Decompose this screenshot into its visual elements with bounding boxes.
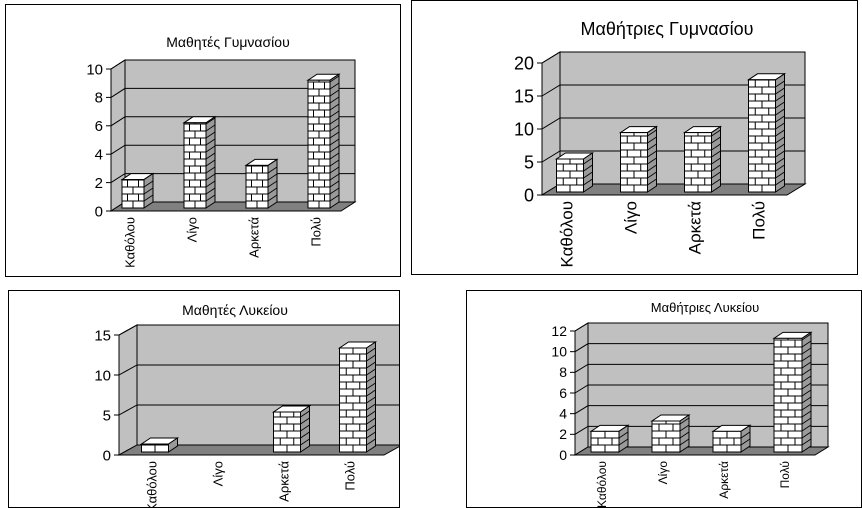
bar-λίγο (182, 115, 217, 209)
chart-panel-boys-gymnasium: 0 2 4 6 8 10 Καθόλου Λίγο Αρκετά Πολύ Μαθητές Γυμν… (5, 4, 401, 277)
y-tick-label: 0 (95, 203, 103, 220)
y-tick-label: 4 (559, 406, 567, 422)
y-tick-label: 10 (514, 119, 534, 139)
chart-panel-girls-gymnasium: 0 5 10 15 20 Καθόλου Λίγο Αρκετά Πολύ Μαθήτριες Γ… (411, 0, 858, 275)
chart-title: Μαθητές Λυκείου (182, 302, 288, 318)
x-category-label: Καθόλου (595, 461, 609, 508)
gridline (541, 117, 805, 130)
y-tick-label: 0 (103, 447, 111, 464)
y-tick-label: 0 (524, 185, 534, 205)
bar-λίγο (650, 414, 691, 453)
x-category-label: Αρκετά (717, 461, 731, 499)
gridline (118, 404, 399, 416)
x-category-label: Λίγο (656, 461, 670, 485)
bar-πολύ (306, 73, 341, 209)
y-tick-label: 20 (514, 53, 534, 73)
x-category-label: Πολύ (308, 217, 323, 247)
chart-panel-boys-lyceum: 0 5 10 15 Καθόλου Λίγο Αρκετά Πολύ Μαθητές Λυκεί… (8, 290, 400, 508)
gridline (574, 322, 828, 332)
gridline (110, 59, 355, 70)
bar-πολύ (772, 331, 813, 453)
chart-svg: 0 5 10 15 20 Καθόλου Λίγο Αρκετά Πολύ Μαθήτριες Γ… (514, 19, 807, 268)
gridline (574, 363, 828, 373)
gridline (541, 84, 805, 97)
x-category-label: Καθόλου (557, 201, 576, 268)
y-tick-label: 8 (559, 364, 567, 380)
gridline (110, 87, 355, 98)
chart-title: Μαθήτριες Γυμνασίου (581, 19, 754, 39)
x-category-label: Λίγο (210, 461, 225, 486)
y-tick-label: 8 (95, 90, 103, 107)
x-category-label: Αρκετά (685, 201, 704, 255)
bar-αρκετά (271, 405, 312, 453)
gridline (574, 343, 828, 353)
chart-title: Μαθήτριες Λυκείου (651, 300, 760, 315)
x-category-label: Λίγο (621, 201, 640, 234)
y-tick-label: 10 (551, 344, 567, 360)
bar-καθόλου (589, 424, 630, 453)
y-tick-label: 10 (86, 61, 103, 78)
bar-αρκετά (711, 424, 752, 453)
y-tick-label: 10 (94, 367, 111, 384)
bar-αρκετά (682, 125, 723, 193)
bar-πολύ (746, 72, 787, 193)
bar-καθόλου (554, 152, 595, 193)
y-tick-label: 2 (95, 175, 103, 192)
gridline (110, 173, 355, 184)
y-tick-label: 4 (95, 146, 103, 163)
y-tick-label: 6 (95, 118, 103, 135)
x-category-label: Καθόλου (122, 217, 137, 268)
chart-svg: 0 5 10 15 Καθόλου Λίγο Αρκετά Πολύ Μαθητές Λυκεί… (94, 302, 399, 508)
bar-πολύ (337, 341, 378, 453)
x-category-label: Πολύ (342, 461, 357, 491)
y-tick-label: 5 (103, 407, 111, 424)
x-category-label: Λίγο (184, 217, 199, 242)
chart-side-wall (118, 324, 138, 456)
y-tick-label: 2 (559, 426, 567, 442)
x-category-label: Πολύ (749, 201, 768, 240)
x-category-label: Καθόλου (144, 461, 159, 508)
gridline (118, 364, 399, 376)
y-tick-label: 15 (94, 327, 111, 344)
y-tick-label: 12 (551, 323, 567, 339)
y-tick-label: 5 (524, 152, 534, 172)
gridline (541, 150, 805, 163)
bar-καθόλου (139, 437, 180, 453)
gridline (541, 51, 805, 64)
chart-title: Μαθητές Γυμνασίου (166, 34, 289, 50)
gridline (574, 384, 828, 394)
gridline (110, 116, 355, 127)
gridline (110, 144, 355, 155)
gridline (118, 324, 399, 336)
x-category-label: Πολύ (778, 461, 792, 488)
x-category-label: Αρκετά (246, 217, 261, 258)
bar-καθόλου (120, 172, 155, 209)
x-category-label: Αρκετά (276, 461, 291, 502)
bar-λίγο (618, 125, 659, 193)
y-tick-label: 6 (559, 385, 567, 401)
gridline (574, 405, 828, 415)
y-tick-label: 15 (514, 86, 534, 106)
chart-svg: 0 2 4 6 8 10 Καθόλου Λίγο Αρκετά Πολύ Μαθητές Γυμν… (86, 34, 357, 268)
chart-svg: 0 2 4 6 8 10 12 Καθόλου Λίγο Αρκετά Πολύ Μαθήτριες … (551, 300, 830, 508)
chart-panel-girls-lyceum: 0 2 4 6 8 10 12 Καθόλου Λίγο Αρκετά Πολύ Μαθήτριες … (466, 290, 862, 508)
bar-αρκετά (244, 158, 279, 209)
y-tick-label: 0 (559, 447, 567, 463)
